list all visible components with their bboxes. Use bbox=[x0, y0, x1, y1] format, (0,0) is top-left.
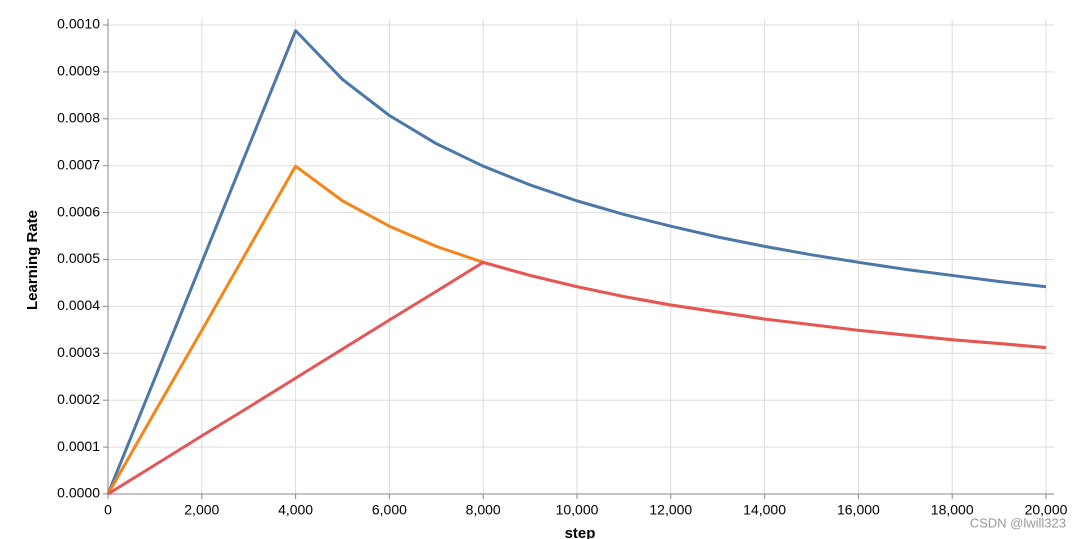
x-tick-label: 10,000 bbox=[556, 502, 599, 518]
y-tick-label: 0.0008 bbox=[57, 110, 100, 126]
y-tick-label: 0.0004 bbox=[57, 297, 100, 313]
y-tick-label: 0.0010 bbox=[57, 16, 100, 32]
x-tick-label: 16,000 bbox=[837, 502, 880, 518]
y-tick-label: 0.0001 bbox=[57, 438, 100, 454]
y-tick-label: 0.0005 bbox=[57, 250, 100, 266]
watermark: CSDN @lwill323 bbox=[970, 515, 1066, 530]
y-tick-label: 0.0006 bbox=[57, 203, 100, 219]
x-tick-label: 4,000 bbox=[278, 502, 313, 518]
x-tick-label: 14,000 bbox=[743, 502, 786, 518]
y-tick-label: 0.0002 bbox=[57, 391, 100, 407]
y-axis-title: Learning Rate bbox=[24, 210, 41, 310]
y-tick-label: 0.0000 bbox=[57, 485, 100, 501]
y-tick-label: 0.0009 bbox=[57, 63, 100, 79]
y-tick-label: 0.0007 bbox=[57, 156, 100, 172]
x-tick-label: 20,000 bbox=[1025, 502, 1068, 518]
x-tick-label: 2,000 bbox=[184, 502, 219, 518]
x-tick-label: 18,000 bbox=[931, 502, 974, 518]
x-axis-title: step bbox=[565, 525, 596, 539]
line-series bbox=[107, 260, 1047, 496]
y-tick-label: 0.0003 bbox=[57, 344, 100, 360]
x-tick-label: 0 bbox=[104, 502, 112, 518]
x-tick-label: 6,000 bbox=[372, 502, 407, 518]
x-tick-label: 12,000 bbox=[649, 502, 692, 518]
x-tick-label: 8,000 bbox=[466, 502, 501, 518]
line-series bbox=[106, 29, 1047, 495]
